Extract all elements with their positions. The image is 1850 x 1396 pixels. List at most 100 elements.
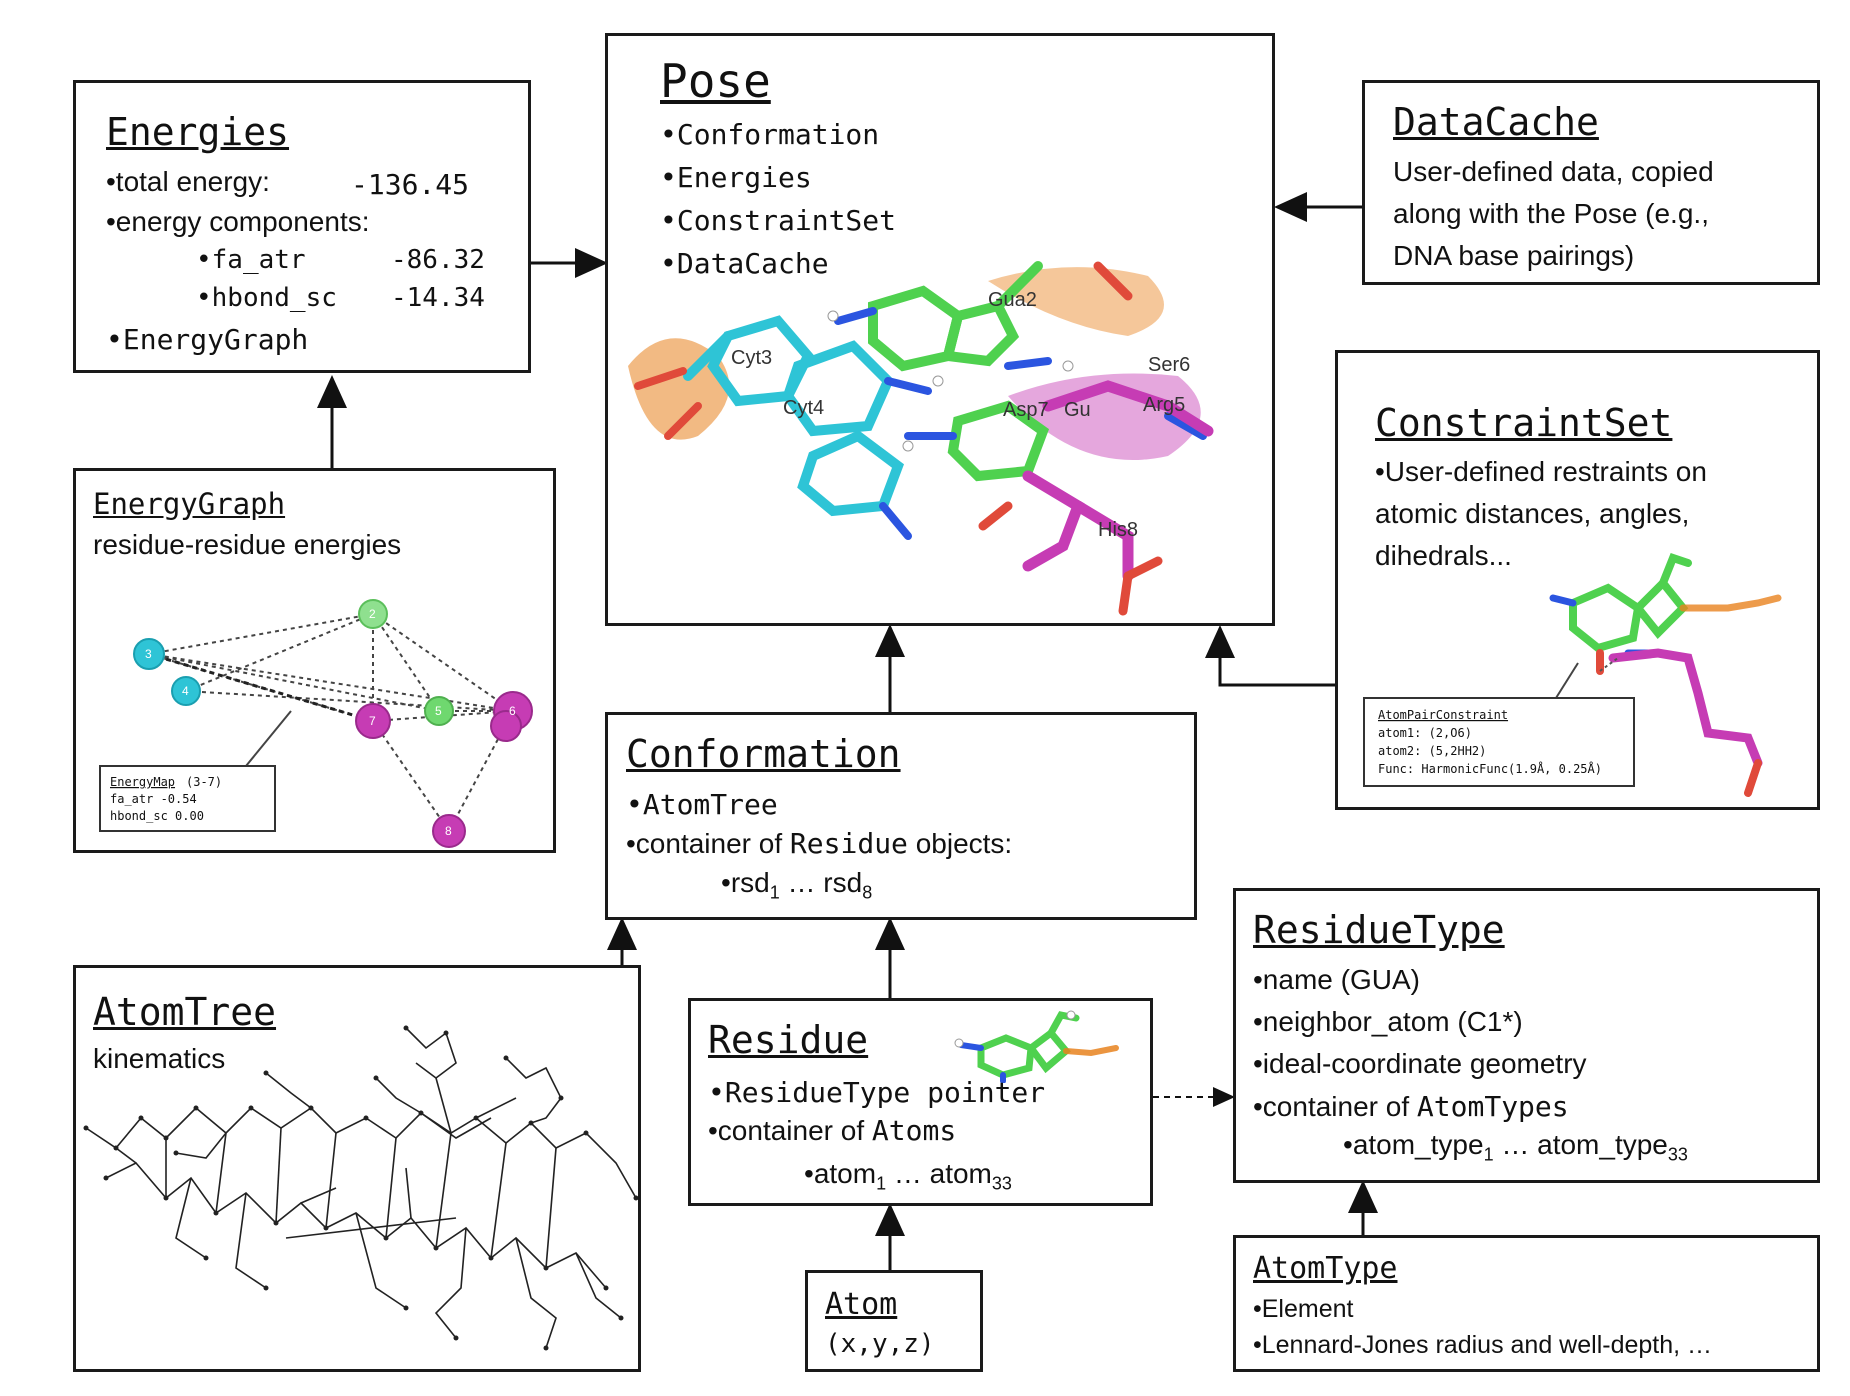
residue-molecule-image [954,1010,1119,1083]
rsd-middle: … rsd [779,867,863,898]
residue-label-gu: Gu [1064,399,1091,421]
datacache-line-3: DNA base pairings) [1393,240,1635,271]
fa-atr-value: -86.32 [391,245,485,275]
atompairconstraint-atom1: atom1: (2,O6) [1378,726,1472,740]
energygraph-subtitle: residue-residue energies [93,529,402,560]
atom-box: Atom (x,y,z) [805,1270,983,1372]
residue-label-asp7: Asp7 [1003,399,1049,421]
node-label-2: 2 [369,607,376,621]
atompairconstraint-atom2: atom2: (5,2HH2) [1378,744,1486,758]
residuetype-item-container: •container of AtomTypes [1253,1090,1569,1124]
energygraph-box: EnergyGraph residue-residue energies 3 [73,468,556,853]
pose-molecule-image: Gua2 Cyt3 Cyt4 Ser6 Arg5 Asp7 Gu His8 [628,261,1214,616]
at-first-sub: 1 [1483,1144,1494,1165]
atom-bullet: • [804,1158,814,1189]
atomtree-subtitle: kinematics [93,1043,226,1074]
constraintset-line-1: •User-defined restraints on [1375,456,1707,487]
residuetype-item-neighbor: •neighbor_atom (C1*) [1253,1006,1523,1037]
datacache-title: DataCache [1393,100,1599,144]
total-energy-value: -136.45 [351,168,470,201]
residue-item-residuetype: •ResidueType pointer [708,1076,1046,1109]
atompairconstraint-title: AtomPairConstraint [1378,708,1508,722]
rsd-bullet: • [721,867,731,898]
atom-first: atom [813,1158,877,1189]
conformation-item-container: •container of Residue objects: [626,827,1012,861]
datacache-line-2: along with the Pose (e.g., [1393,198,1709,229]
container-suffix: objects: [907,828,1013,859]
node-label-6: 6 [509,704,516,718]
pose-item-datacache: •DataCache [660,247,829,280]
constraintset-box: ConstraintSet •User-defined restraints o… [1335,350,1820,810]
constraintset-line-2: atomic distances, angles, [1375,498,1690,529]
at-middle: … atom_type [1493,1129,1668,1160]
rsd-first-sub: 1 [769,882,780,903]
energygraph-title: EnergyGraph [93,487,286,521]
residuetype-title: ResidueType [1253,908,1505,952]
residue-box: Residue •ResidueType pointer •container … [688,998,1153,1206]
residuetype-box: ResidueType •name (GUA) •neighbor_atom (… [1233,888,1820,1183]
rsd-first: rsd [730,867,770,898]
conformation-rsd-range: •rsd1 … rsd8 [721,867,872,904]
atomtypes-container-prefix: •container of [1253,1091,1417,1122]
fa-atr-label: •fa_atr [196,245,306,275]
at-last-sub: 33 [1667,1144,1688,1165]
node-label-7: 7 [369,714,376,728]
pose-box: Pose •Conformation •Energies •Constraint… [605,33,1275,626]
atomtree-box: AtomTree kinematics [73,965,641,1372]
residue-label-his8: His8 [1098,519,1138,541]
residue-atom-range: •atom1 … atom33 [804,1158,1012,1195]
residue-label-gua2: Gua2 [988,289,1037,311]
atomtype-item-element: •Element [1253,1295,1354,1323]
rsd-last-sub: 8 [862,882,873,903]
residue-label-cyt3: Cyt3 [731,347,772,369]
atomtypes-container-code: AtomTypes [1416,1090,1569,1123]
constraintset-title: ConstraintSet [1375,401,1673,445]
atom-middle: … atom [886,1158,992,1189]
conformation-box: Conformation •AtomTree •container of Res… [605,712,1197,920]
pose-title: Pose [660,54,771,108]
atoms-container-code: Atoms [871,1114,957,1147]
constraintset-line-3: dihedrals... [1375,540,1512,571]
energygraph-item: •EnergyGraph [106,323,309,356]
residue-label-arg5: Arg5 [1143,394,1185,416]
node-label-4: 4 [182,684,189,698]
pose-item-constraintset: •ConstraintSet [660,204,897,237]
at-first: atom_type [1352,1129,1484,1160]
energy-components-label: •energy components: [106,206,370,237]
node-label-3: 3 [145,647,152,661]
container-prefix: •container of [626,828,790,859]
atom-last-sub: 33 [991,1173,1012,1194]
at-bullet: • [1343,1129,1353,1160]
atoms-container-prefix: •container of [708,1115,872,1146]
residue-label-cyt4: Cyt4 [783,397,824,419]
hbond-sc-value: -14.34 [391,283,485,313]
atomtype-box: AtomType •Element •Lennard-Jones radius … [1233,1235,1820,1372]
energies-title: Energies [106,110,290,154]
energymap-fa-atr: fa_atr -0.54 [110,792,197,806]
energy-graph-figure: 3 4 2 7 5 6 8 EnergyMap (3-7) fa_atr -0.… [99,599,533,848]
atomtree-title: AtomTree [93,990,277,1034]
atomtype-title: AtomType [1253,1251,1398,1286]
datacache-line-1: User-defined data, copied [1393,156,1714,187]
atom-coords: (x,y,z) [825,1329,935,1359]
pose-item-energies: •Energies [660,161,812,194]
atom-title: Atom [825,1287,898,1322]
residue-label-ser6: Ser6 [1148,354,1190,376]
atompairconstraint-func: Func: HarmonicFunc(1.9Å, 0.25Å) [1378,761,1602,776]
conformation-title: Conformation [626,732,901,776]
hbond-sc-label: •hbond_sc [196,283,337,313]
residuetype-atomtype-range: •atom_type1 … atom_type33 [1343,1129,1688,1166]
energies-box: Energies •total energy: -136.45 •energy … [73,80,531,373]
node-label-8: 8 [445,824,452,838]
conformation-item-atomtree: •AtomTree [626,788,778,821]
energymap-range: (3-7) [186,775,222,789]
residuetype-item-name: •name (GUA) [1253,964,1420,995]
pose-item-conformation: •Conformation [660,118,880,151]
container-code: Residue [789,827,908,860]
node-label-5: 5 [435,704,442,718]
residue-title: Residue [708,1018,869,1062]
constraint-molecule-image: AtomPairConstraint atom1: (2,O6) atom2: … [1363,553,1782,797]
datacache-box: DataCache User-defined data, copied alon… [1362,80,1820,285]
arrow-constraintset-to-pose [1205,625,1335,687]
